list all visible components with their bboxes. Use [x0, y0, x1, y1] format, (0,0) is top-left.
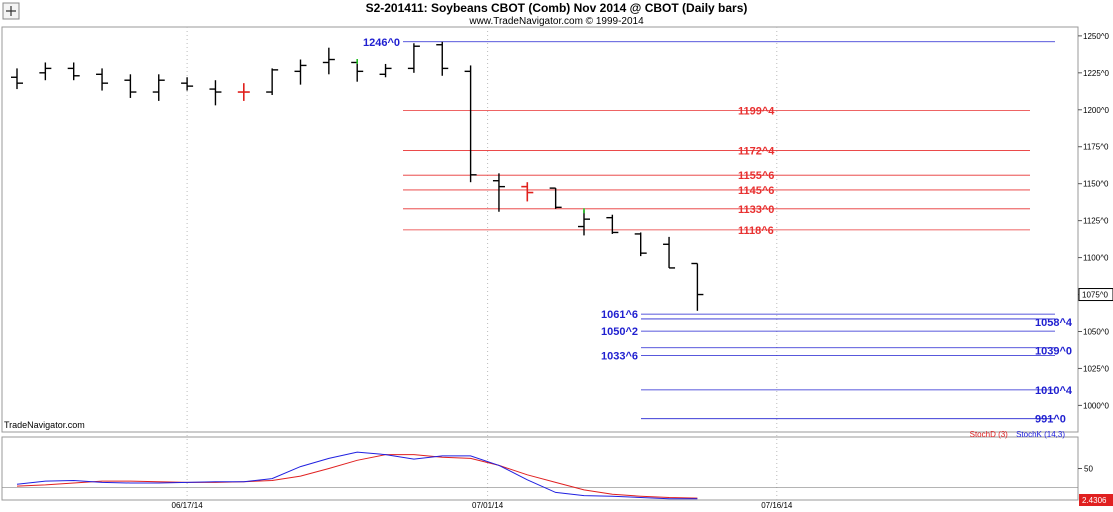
- stoch-series-line: [16, 451, 698, 500]
- chart-title: S2-201411: Soybeans CBOT (Comb) Nov 2014…: [365, 1, 748, 15]
- level-label: 1061^6: [601, 309, 638, 321]
- stoch-tick-label: 50: [1084, 465, 1093, 474]
- level-label: 1246^0: [363, 37, 400, 49]
- chart-frame: [1, 26, 1079, 501]
- ohlc-bar: [578, 208, 590, 236]
- level-label: 1010^4: [1035, 385, 1073, 397]
- ohlc-bar: [181, 77, 194, 91]
- price-tick-label: 1200^0: [1083, 106, 1110, 115]
- ohlc-bar: [407, 43, 420, 73]
- chart-grid: [186, 27, 778, 500]
- ohlc-bar: [266, 68, 279, 95]
- date-tick-label: 06/17/14: [172, 501, 204, 510]
- price-tick-label: 1150^0: [1083, 180, 1109, 189]
- crosshair-tool-glyph: [6, 6, 16, 16]
- ohlc-bar: [436, 41, 449, 76]
- level-label: 1039^0: [1035, 346, 1072, 358]
- ohlc-bar: [152, 74, 165, 101]
- ohlc-bar: [464, 65, 477, 183]
- chart-subtitle: www.TradeNavigator.com © 1999-2014: [469, 16, 644, 27]
- price-bars: [11, 41, 704, 311]
- ohlc-bar: [634, 232, 647, 257]
- ohlc-bar: [492, 173, 505, 212]
- price-tick-label: 1175^0: [1083, 143, 1109, 152]
- ohlc-bar: [237, 83, 250, 101]
- price-panel-border: [1, 26, 1079, 433]
- ohlc-bar: [11, 68, 23, 90]
- level-label: 991^0: [1035, 414, 1066, 426]
- stoch-last-box: [1079, 494, 1113, 506]
- price-tick-label: 1050^0: [1083, 327, 1110, 336]
- price-tick-label: 1225^0: [1083, 69, 1110, 78]
- level-label: 1050^2: [601, 326, 638, 338]
- ohlc-bar: [124, 74, 137, 98]
- stochastic-panel: 50 2.4306: [2, 451, 1113, 506]
- last-price-box: [1078, 288, 1113, 302]
- watermark: TradeNavigator.com: [4, 420, 85, 430]
- price-axis: 1250^0 1225^0 1200^0 1175^0 1150^0 1125^0 1100…: [1078, 32, 1113, 410]
- ohlc-bar: [606, 214, 619, 234]
- level-label: 1033^6: [601, 351, 638, 363]
- ohlc-bar: [549, 187, 562, 209]
- last-price-label: 1075^0: [1082, 291, 1109, 300]
- level-label: 1155^6: [738, 170, 774, 182]
- price-tick-label: 1125^0: [1083, 217, 1109, 226]
- date-axis: 06/17/14 07/01/14 07/16/14: [172, 501, 793, 510]
- price-tick-label: 1100^0: [1083, 254, 1109, 263]
- level-label: 1133^0: [738, 204, 774, 216]
- stoch-legend: StochD (3) StochK (14,3): [964, 430, 1065, 439]
- level-label: 1172^4: [738, 145, 775, 157]
- level-label: 1199^4: [738, 106, 775, 118]
- level-label: 1058^4: [1035, 317, 1073, 329]
- price-levels: 1246^0 1199^4 1172^4 1155^6 1145^6 1133^0 1118…: [363, 37, 1073, 426]
- ohlc-bar: [39, 62, 52, 81]
- stoch-series-line: [16, 454, 698, 499]
- stoch-last-label: 2.4306: [1082, 496, 1107, 505]
- ohlc-bar: [691, 262, 704, 311]
- stoch-panel-border: [1, 436, 1079, 501]
- stoch-legend-k: StochK (14,3): [1016, 430, 1065, 439]
- price-tick-label: 1250^0: [1083, 32, 1110, 41]
- price-tick-label: 1000^0: [1083, 401, 1110, 410]
- date-tick-label: 07/01/14: [472, 501, 504, 510]
- chart-tools[interactable]: [2, 2, 20, 20]
- price-tick-label: 1025^0: [1083, 364, 1110, 373]
- stoch-legend-d: StochD (3): [969, 430, 1008, 439]
- ohlc-bar: [663, 236, 676, 269]
- level-label: 1118^6: [738, 225, 774, 237]
- ohlc-bar: [209, 80, 222, 106]
- level-label: 1145^6: [738, 185, 774, 197]
- ohlc-bar: [96, 68, 109, 91]
- ohlc-bar: [379, 63, 392, 78]
- ohlc-bar: [294, 59, 307, 85]
- date-tick-label: 07/16/14: [761, 501, 793, 510]
- ohlc-bar: [521, 182, 534, 202]
- ohlc-bar: [322, 47, 335, 75]
- ohlc-bar: [351, 58, 364, 82]
- ohlc-bar: [67, 62, 80, 81]
